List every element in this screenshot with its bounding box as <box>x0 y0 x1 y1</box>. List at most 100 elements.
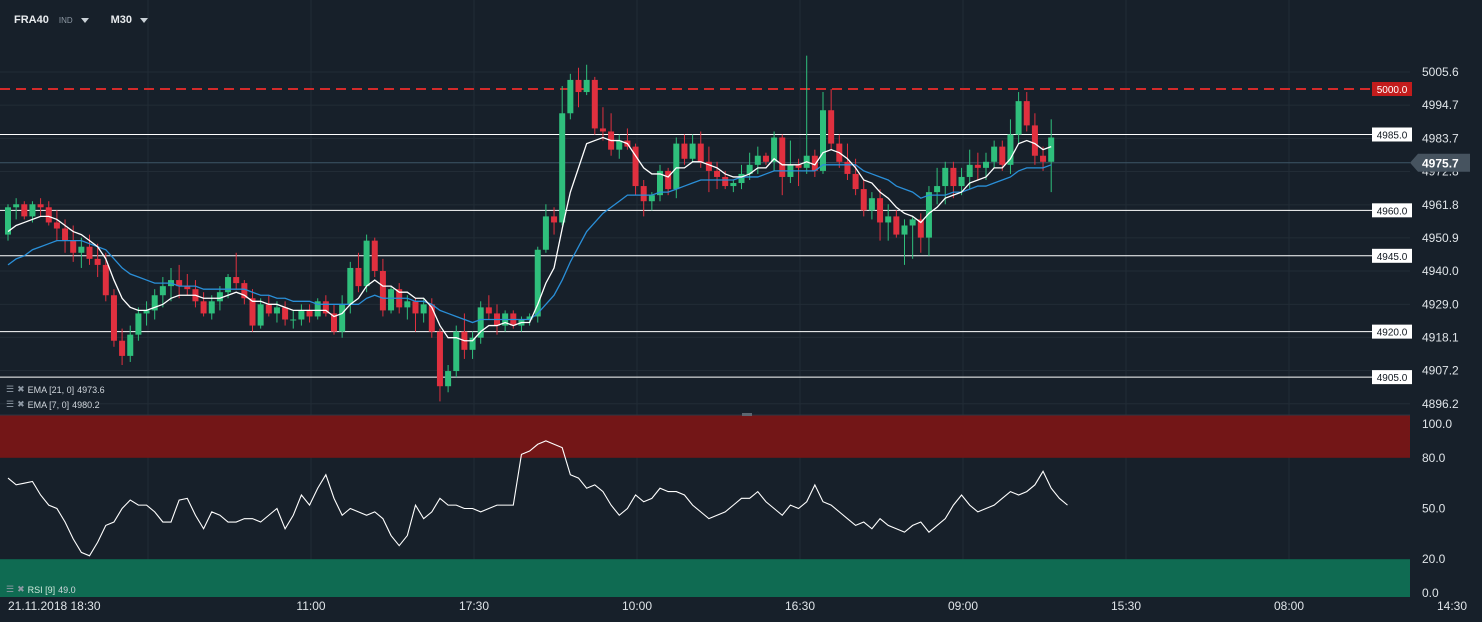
symbol-label[interactable]: FRA40 <box>14 14 49 26</box>
candle-up[interactable] <box>746 164 753 174</box>
candle-up[interactable] <box>542 216 549 250</box>
candle-down[interactable] <box>282 307 289 320</box>
candle-up[interactable] <box>151 295 158 311</box>
candle-up[interactable] <box>273 307 280 314</box>
candle-down[interactable] <box>176 280 183 287</box>
candle-down[interactable] <box>94 258 101 265</box>
candle-down[interactable] <box>860 189 867 211</box>
candle-down[interactable] <box>485 307 492 314</box>
candle-up[interactable] <box>159 286 166 296</box>
candle-up[interactable] <box>314 301 321 317</box>
candle-down[interactable] <box>893 216 900 235</box>
candle-up[interactable] <box>909 219 916 226</box>
candle-up[interactable] <box>991 146 998 162</box>
candle-up[interactable] <box>420 304 427 314</box>
candle-down[interactable] <box>974 164 981 168</box>
candle-down[interactable] <box>70 240 77 253</box>
candle-up[interactable] <box>453 331 460 372</box>
candle-down[interactable] <box>21 204 28 217</box>
candle-down[interactable] <box>86 246 93 259</box>
candle-up[interactable] <box>298 310 305 320</box>
candle-down[interactable] <box>233 277 240 284</box>
candle-up[interactable] <box>404 301 411 308</box>
candle-up[interactable] <box>885 216 892 223</box>
candle-up[interactable] <box>966 164 973 177</box>
candle-down[interactable] <box>379 270 386 311</box>
candle-down[interactable] <box>306 310 313 317</box>
candle-up[interactable] <box>534 249 541 317</box>
candle-up[interactable] <box>526 316 533 320</box>
close-icon[interactable]: ✖ <box>17 384 25 394</box>
candle-down[interactable] <box>697 143 704 162</box>
ema7-legend[interactable]: ☰ ✖ EMA [7, 0] 4980.2 <box>6 399 100 410</box>
candle-down[interactable] <box>599 128 606 132</box>
candle-down[interactable] <box>705 161 712 171</box>
candle-up[interactable] <box>208 301 215 314</box>
candle-up[interactable] <box>567 79 574 114</box>
candle-up[interactable] <box>868 198 875 211</box>
candle-up[interactable] <box>942 167 949 187</box>
candle-down[interactable] <box>62 228 69 241</box>
candle-down[interactable] <box>322 301 329 314</box>
candle-down[interactable] <box>53 222 60 229</box>
candle-up[interactable] <box>754 155 761 165</box>
candle-down[interactable] <box>665 170 672 190</box>
candle-up[interactable] <box>648 195 655 202</box>
candle-up[interactable] <box>127 334 134 356</box>
pane-resize-handle[interactable] <box>742 413 752 416</box>
candle-down[interactable] <box>412 301 419 314</box>
candle-down[interactable] <box>355 267 362 287</box>
candle-up[interactable] <box>901 225 908 235</box>
candle-down[interactable] <box>331 313 337 332</box>
candle-down[interactable] <box>119 340 126 356</box>
candle-up[interactable] <box>559 113 566 223</box>
candle-up[interactable] <box>363 240 370 287</box>
candle-down[interactable] <box>681 143 688 159</box>
close-icon[interactable]: ✖ <box>17 399 25 409</box>
candle-up[interactable] <box>469 337 476 350</box>
candle-up[interactable] <box>983 161 989 168</box>
candle-down[interactable] <box>917 219 924 238</box>
candle-up[interactable] <box>216 292 223 302</box>
candle-down[interactable] <box>45 207 52 223</box>
candle-down[interactable] <box>249 298 256 326</box>
candle-down[interactable] <box>877 198 884 223</box>
candle-down[interactable] <box>436 331 443 387</box>
candle-down[interactable] <box>999 146 1006 165</box>
candle-down[interactable] <box>371 240 378 271</box>
candle-up[interactable] <box>1048 137 1055 162</box>
list-icon[interactable]: ☰ <box>6 584 15 594</box>
candle-down[interactable] <box>265 304 272 314</box>
candle-up[interactable] <box>616 140 623 150</box>
candle-up[interactable] <box>13 204 20 208</box>
candle-down[interactable] <box>200 301 207 314</box>
candle-up[interactable] <box>771 137 778 162</box>
candle-down[interactable] <box>844 161 851 174</box>
candle-up[interactable] <box>820 110 826 171</box>
candle-up[interactable] <box>657 170 663 196</box>
candle-up[interactable] <box>583 79 590 93</box>
candle-up[interactable] <box>934 186 941 193</box>
candle-up[interactable] <box>730 183 737 187</box>
candle-up[interactable] <box>925 192 932 238</box>
candle-down[interactable] <box>722 176 729 187</box>
candle-up[interactable] <box>1007 134 1014 165</box>
list-icon[interactable]: ☰ <box>6 399 15 409</box>
candle-down[interactable] <box>184 286 191 290</box>
candle-up[interactable] <box>738 173 745 184</box>
candle-up[interactable] <box>78 246 85 253</box>
candle-down[interactable] <box>591 79 598 129</box>
candle-down[interactable] <box>640 186 647 202</box>
candle-up[interactable] <box>290 319 297 321</box>
candle-up[interactable] <box>225 277 232 293</box>
candle-down[interactable] <box>795 164 802 168</box>
candle-down[interactable] <box>779 137 786 177</box>
candle-down[interactable] <box>102 264 109 296</box>
candle-up[interactable] <box>29 204 36 217</box>
candle-down[interactable] <box>110 295 117 341</box>
candle-down[interactable] <box>1040 155 1047 162</box>
candle-down[interactable] <box>762 155 769 162</box>
timeframe-dropdown-icon[interactable] <box>140 17 149 23</box>
candle-down[interactable] <box>428 304 435 332</box>
